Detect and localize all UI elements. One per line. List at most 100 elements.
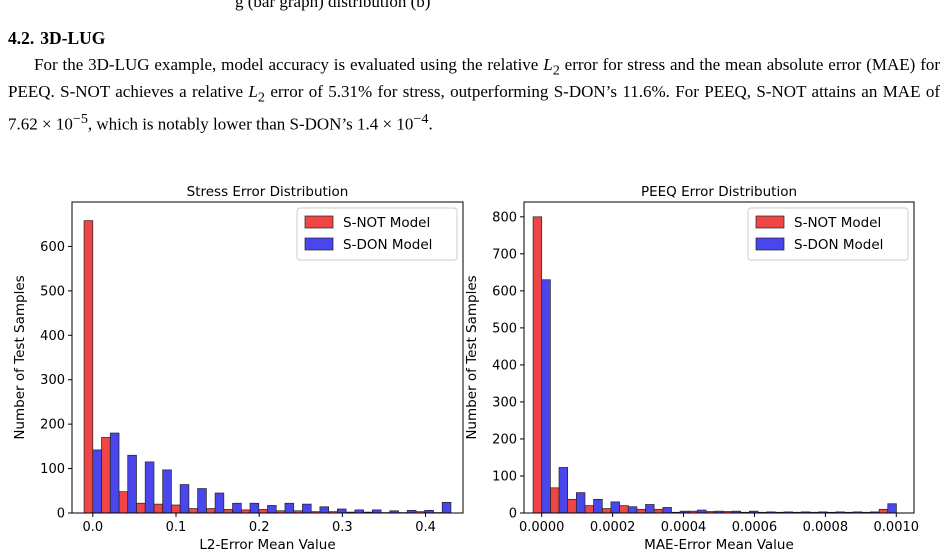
chart1-bar-s-not <box>118 491 129 514</box>
chart2-bar-s-not <box>653 508 664 514</box>
chart1-bar-s-don <box>197 488 207 514</box>
chart2-y-tick-label: 100 <box>492 469 517 484</box>
chart2-bar-s-don <box>627 506 638 514</box>
math-L: L <box>248 82 258 102</box>
chart2-title: PEEQ Error Distribution <box>641 184 797 200</box>
chart2-x-tick-label: 0.0002 <box>590 520 636 535</box>
paragraph-line-1b: error for stress and the mean absolute <box>559 55 824 74</box>
chart2-axes-frame <box>523 201 915 514</box>
chart2-bar-s-not <box>601 508 612 514</box>
chart2-bar-s-don <box>558 467 569 514</box>
chart1-y-tick-label: 300 <box>40 373 65 388</box>
chart2-y-tick-label: 700 <box>492 247 517 262</box>
chart1-bar-s-don <box>249 502 260 514</box>
chart1-x-tick-label: 0.1 <box>166 520 187 535</box>
chart1-x-tick-label: 0.2 <box>249 520 270 535</box>
paragraph-line-2b: error of 5.31% for stress, outperforming… <box>264 82 699 102</box>
chart2-bar-s-not <box>584 505 594 514</box>
chart1-x-axis-label: L2-Error Mean Value <box>199 537 335 553</box>
chart2-x-tick-label: 0.0004 <box>661 520 707 535</box>
math-L: L <box>543 55 553 74</box>
math-sub: 2 <box>552 62 560 79</box>
chart1-title: Stress Error Distribution <box>187 184 349 200</box>
chart2-legend-label-s-don: S-DON Model <box>794 237 883 253</box>
figure-caption-fragment: g (bar graph) distribution (b) <box>0 0 947 14</box>
chart1-bar-s-don <box>302 503 312 514</box>
chart2-y-tick-label: 200 <box>492 432 517 447</box>
chart1-bar-s-don <box>144 461 155 514</box>
math-sub: 2 <box>257 89 265 106</box>
chart1-bar-s-don <box>162 469 172 514</box>
chart1-x-tick-label: 0.0 <box>82 520 103 535</box>
chart2-bar-s-don <box>610 501 620 514</box>
chart1-bar-s-don <box>441 501 452 514</box>
chart1-y-tick-label: 400 <box>40 329 65 344</box>
paragraph-line-3a: PEEQ, S-NOT attains an MAE of 7.62 × 10 <box>8 82 941 134</box>
chart2-bar-s-not <box>567 498 577 514</box>
paragraph-line-2a: error (MAE) for PEEQ. S-NOT achieves a r… <box>8 55 941 102</box>
chart1-bar-s-don <box>267 505 277 514</box>
section-title: 3D-LUG <box>40 28 106 48</box>
chart1-bar-s-not <box>101 437 111 514</box>
chart2-bar-s-not <box>550 487 560 514</box>
chart1-bar-s-don <box>319 506 330 514</box>
chart1-x-tick-label: 0.4 <box>415 520 436 535</box>
chart2-x-tick-label: 0.0006 <box>732 520 778 535</box>
chart1-x-tick-label: 0.3 <box>332 520 353 535</box>
chart2-bar-s-not <box>532 216 543 514</box>
chart1-bar-s-don <box>284 502 295 514</box>
chart1-bar-s-not <box>83 220 94 514</box>
chart2-y-tick-label: 500 <box>492 321 517 336</box>
chart1-legend-swatch-s-don <box>304 237 334 251</box>
chart1-legend-box <box>296 207 458 261</box>
exponent-2: −4 <box>413 110 429 127</box>
chart1-bar-s-don <box>179 484 190 514</box>
exponent-1: −5 <box>72 110 88 127</box>
chart1-bar-s-not <box>258 509 268 514</box>
paragraph-line-1a: For the 3D-LUG example, model accuracy i… <box>34 55 544 74</box>
chart1-bar-s-not <box>188 508 198 514</box>
chart1-y-tick-label: 600 <box>40 240 65 255</box>
chart2-bar-s-not <box>878 508 889 514</box>
chart1-legend-label-s-don: S-DON Model <box>343 237 432 253</box>
chart2-legend-swatch-s-don <box>755 237 785 251</box>
chart1-y-tick-label: 500 <box>40 284 65 299</box>
chart2-bar-s-not <box>636 508 646 514</box>
chart1-bar-s-not <box>171 504 181 514</box>
chart2-y-axis-label: Number of Test Samples <box>464 275 480 439</box>
section-heading: 4.2. 3D-LUG <box>8 28 105 49</box>
chart2-bar-s-don <box>662 507 672 514</box>
chart2-legend-label-s-not: S-NOT Model <box>794 215 881 231</box>
chart1-bar-s-don <box>92 449 102 514</box>
chart2-bar-s-don <box>541 279 551 514</box>
chart2-x-tick-label: 0.0010 <box>874 520 920 535</box>
chart1-bar-s-don <box>232 502 242 514</box>
caption-fragment-text: g (bar graph) distribution (b) <box>235 0 431 11</box>
chart1-axes-frame <box>71 201 464 514</box>
chart1-bar-s-not <box>223 509 233 514</box>
chart1-legend-swatch-s-not <box>304 215 334 229</box>
chart1-bar-s-don <box>109 432 120 514</box>
chart2-legend-swatch-s-not <box>755 215 785 229</box>
paragraph-text: For the 3D-LUG example, model accuracy i… <box>8 54 940 134</box>
section-number: 4.2. <box>8 28 35 48</box>
chart2-x-tick-label: 0.0008 <box>803 520 849 535</box>
chart2-legend-box <box>747 207 909 261</box>
chart1-y-tick-label: 100 <box>40 462 65 477</box>
chart1-bar-s-not <box>206 508 216 514</box>
chart2-y-tick-label: 800 <box>492 210 517 225</box>
figure-histograms: 0.0 0.1 0.2 0.3 0.4 0 100 200 300 400 500 600 Stress… <box>12 184 920 553</box>
chart2-bar-s-not <box>619 505 629 514</box>
chart2-x-axis-label: MAE-Error Mean Value <box>644 537 794 553</box>
chart2-y-tick-label: 0 <box>509 507 517 522</box>
chart1-y-tick-label: 200 <box>40 418 65 433</box>
chart1-bar-s-don <box>337 508 347 514</box>
chart2-bar-s-don <box>645 504 655 514</box>
chart1-y-tick-label: 0 <box>57 507 65 522</box>
paragraph-line-3b: , which is notably lower than S-DON’s 1.… <box>87 114 414 134</box>
chart2-bar-s-don <box>593 498 603 514</box>
chart2-bar-s-don <box>575 492 586 514</box>
chart2-bar-s-don <box>887 503 897 514</box>
chart2-y-tick-label: 400 <box>492 358 517 373</box>
body-paragraph: For the 3D-LUG example, model accuracy i… <box>8 54 940 134</box>
